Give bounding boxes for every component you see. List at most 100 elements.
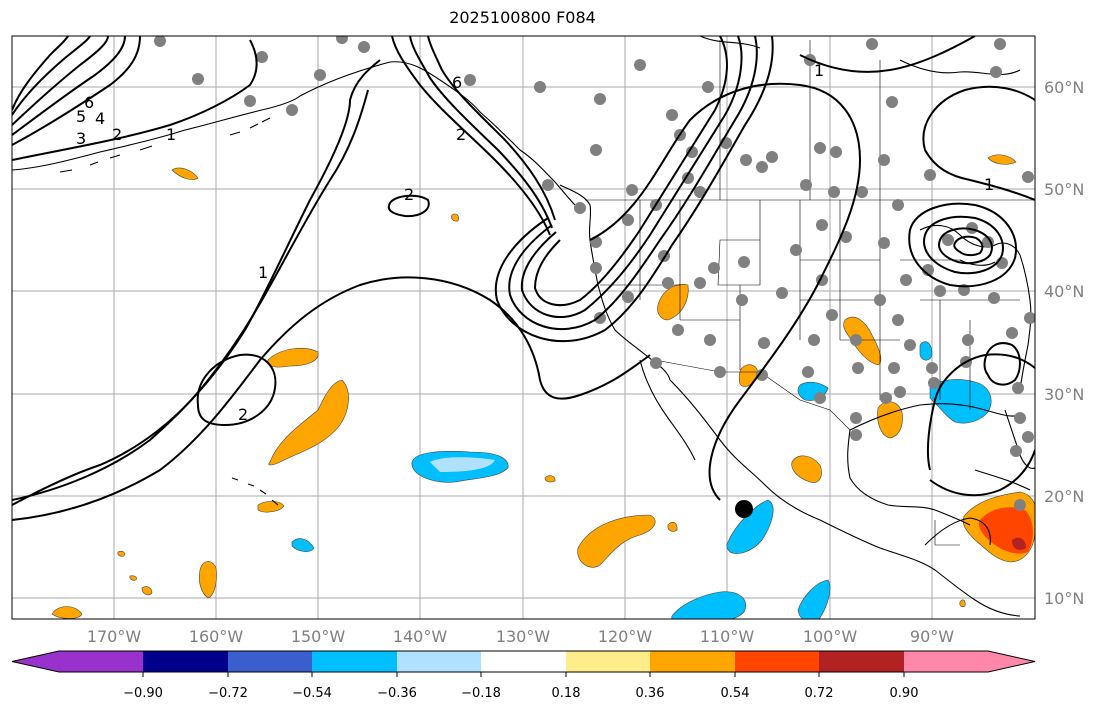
colorbar-swatch: [312, 651, 397, 672]
lat-label: 60°N: [1044, 78, 1084, 97]
station-dot: [802, 366, 814, 378]
colorbar-swatch: [735, 651, 819, 672]
station-dot: [622, 291, 634, 303]
colorbar-swatch: [228, 651, 312, 672]
station-dot: [708, 262, 720, 274]
station-dot: [1014, 412, 1026, 424]
station-dot: [892, 314, 904, 326]
station-dot: [686, 146, 698, 158]
station-dot: [888, 362, 900, 374]
station-dot: [464, 74, 476, 86]
colorbar-swatch: [481, 651, 566, 672]
station-dot: [740, 154, 752, 166]
station-dot: [1022, 431, 1034, 443]
lon-label: 150°W: [291, 627, 346, 646]
lat-label: 20°N: [1044, 487, 1084, 506]
lon-label: 140°W: [393, 627, 448, 646]
station-dot: [776, 287, 788, 299]
lon-label: 110°W: [700, 627, 755, 646]
contour-label: 1: [984, 175, 994, 194]
station-dot: [850, 334, 862, 346]
contour-label: 1: [166, 125, 176, 144]
station-dot: [816, 219, 828, 231]
station-dot: [704, 334, 716, 346]
station-dot: [1010, 445, 1022, 457]
station-dot: [336, 36, 348, 44]
colorbar-swatch: [143, 651, 228, 672]
lat-label: 50°N: [1044, 180, 1084, 199]
station-dot: [766, 151, 778, 163]
station-dot: [826, 309, 838, 321]
colorbar: [11, 650, 1036, 677]
station-dot: [830, 146, 842, 158]
station-dot: [852, 362, 864, 374]
station-dot: [928, 377, 940, 389]
station-dot: [790, 244, 802, 256]
contour-lines: [12, 36, 1035, 521]
station-dot: [892, 199, 904, 211]
station-dot: [736, 294, 748, 306]
contour-label: 6: [84, 93, 94, 112]
station-dot: [192, 73, 204, 85]
station-dot: [850, 429, 862, 441]
station-dot: [904, 339, 916, 351]
colorbar-labels: −0.90 −0.72 −0.54 −0.36 −0.18 0.18 0.36 …: [123, 686, 918, 701]
contour-label: 2: [456, 125, 466, 144]
contour-label: 2: [404, 185, 414, 204]
station-dot: [880, 392, 892, 404]
colorbar-swatch: [904, 651, 988, 672]
contour-label: 2: [238, 405, 248, 424]
latitude-labels: 60°N 50°N 40°N 30°N 20°N 10°N: [1044, 78, 1084, 608]
station-dot: [622, 214, 634, 226]
station-dot: [886, 96, 898, 108]
station-dot: [650, 357, 662, 369]
station-dot: [1012, 382, 1024, 394]
colorbar-extend-left: [12, 651, 59, 672]
station-dot: [1014, 499, 1026, 511]
station-dot: [828, 186, 840, 198]
contour-label: 5: [76, 107, 86, 126]
station-dot: [934, 285, 946, 297]
lon-label: 100°W: [803, 627, 858, 646]
station-dot: [590, 262, 602, 274]
longitude-labels: 170°W 160°W 150°W 140°W 130°W 120°W 110°…: [87, 627, 954, 646]
colorbar-label: 0.90: [890, 686, 919, 701]
map-title: 2025100800 F084: [449, 8, 596, 27]
station-dot: [866, 38, 878, 50]
station-dot: [756, 369, 768, 381]
political-borders: [585, 40, 1035, 546]
lon-label: 130°W: [496, 627, 551, 646]
station-dot: [758, 337, 770, 349]
station-dot: [756, 161, 768, 173]
station-dot: [694, 277, 706, 289]
station-dot: [900, 274, 912, 286]
station-dot: [534, 81, 546, 93]
station-dot: [850, 412, 862, 424]
station-dot: [856, 186, 868, 198]
station-dot: [808, 334, 820, 346]
station-dot: [286, 104, 298, 116]
colorbar-extend-right: [988, 651, 1035, 672]
station-dot: [634, 59, 646, 71]
colorbar-swatch: [566, 651, 650, 672]
station-dot: [874, 294, 886, 306]
lat-label: 30°N: [1044, 385, 1084, 404]
station-dot: [358, 41, 370, 53]
station-dot: [990, 66, 1002, 78]
contour-label: 2: [112, 125, 122, 144]
station-dot: [626, 184, 638, 196]
colorbar-label: −0.54: [292, 686, 332, 701]
station-dot: [682, 172, 694, 184]
very-strong-positive-shading: [1012, 537, 1026, 550]
station-dot: [594, 312, 606, 324]
contour-label: 1: [814, 61, 824, 80]
colorbar-swatch: [59, 651, 143, 672]
colorbar-swatch: [397, 651, 481, 672]
colorbar-label: 0.72: [805, 686, 834, 701]
contour-label: 3: [76, 129, 86, 148]
station-dot: [994, 38, 1006, 50]
station-dot: [894, 386, 906, 398]
lon-label: 90°W: [910, 627, 954, 646]
station-dot: [672, 324, 684, 336]
